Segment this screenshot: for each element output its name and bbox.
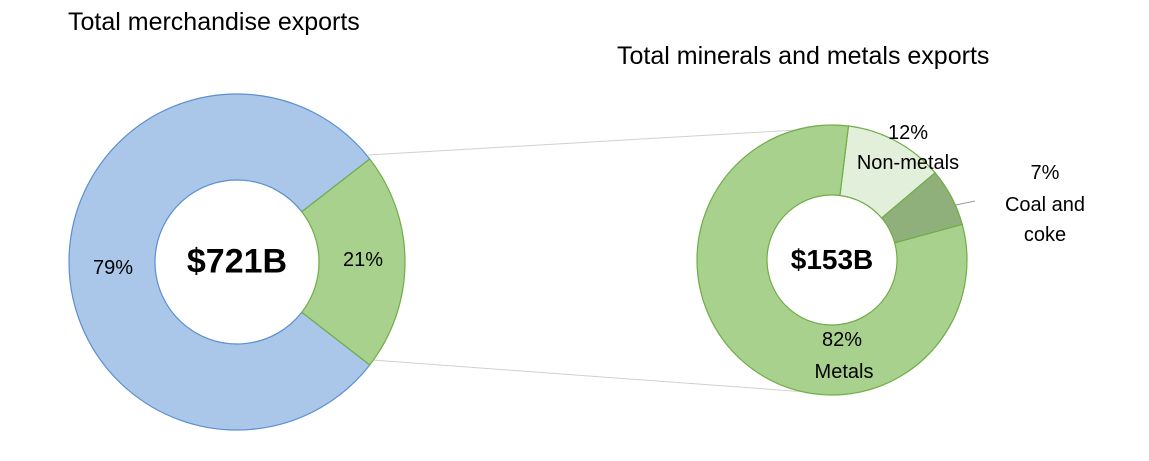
chart-title: Total minerals and metals exports — [617, 42, 990, 70]
donut-segment — [68, 93, 371, 431]
category-label: Metals — [814, 361, 874, 383]
connector — [371, 359, 821, 394]
connector — [367, 126, 849, 156]
chart-title: Total merchandise exports — [68, 8, 360, 36]
value-label: 82% — [821, 329, 863, 351]
category-label: Non-metals — [856, 152, 960, 174]
value-label: 21% — [342, 249, 384, 271]
center-label: $153B — [790, 244, 874, 275]
category-label: Coal and coke — [1004, 194, 1086, 246]
center-label: $721B — [186, 242, 288, 281]
donut-segment — [696, 124, 968, 396]
value-label: 79% — [92, 257, 134, 279]
value-label: 7% — [1030, 162, 1060, 184]
value-label: 12% — [887, 122, 929, 144]
donut-segment — [300, 158, 406, 366]
